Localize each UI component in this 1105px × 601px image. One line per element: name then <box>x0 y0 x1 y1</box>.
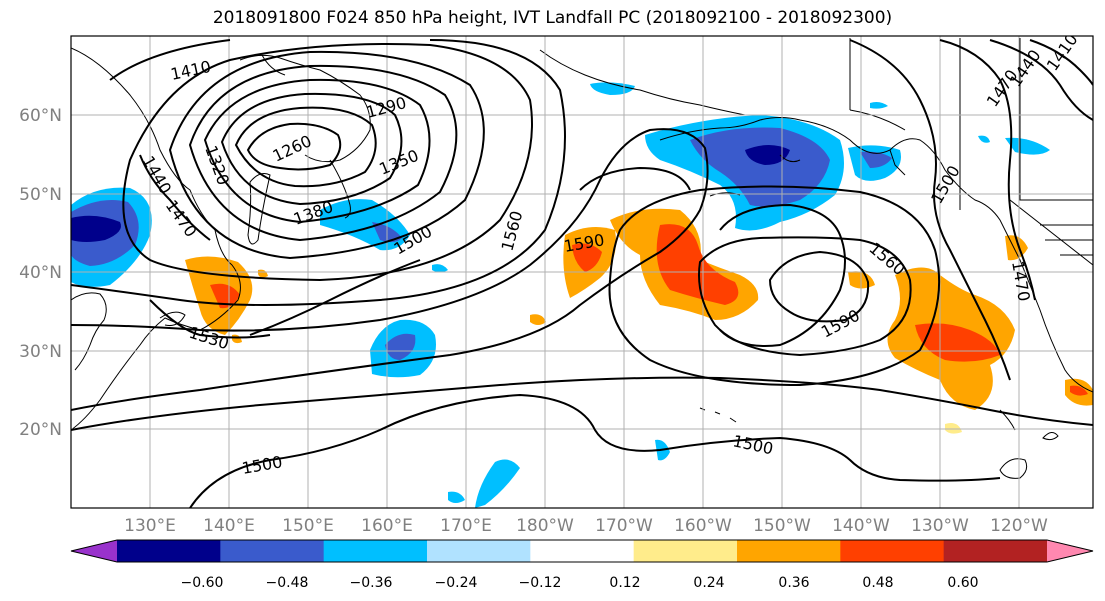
lon-label: 130°W <box>911 516 969 536</box>
lon-label: 120°W <box>990 516 1048 536</box>
lon-label: 140°W <box>832 516 890 536</box>
colorbar-cell <box>943 540 1048 562</box>
lon-label: 170°W <box>595 516 653 536</box>
latitude-labels: 60°N 50°N 40°N 30°N 20°N <box>19 106 62 440</box>
colorbar-tick: 0.12 <box>609 575 640 591</box>
colorbar-tick: −0.24 <box>435 575 478 591</box>
colorbar-right-arrow <box>1047 540 1093 562</box>
height-contours <box>71 39 1093 508</box>
colorbar-cell <box>530 540 635 562</box>
lon-label: 130°E <box>124 516 176 536</box>
colorbar-cell <box>737 540 841 562</box>
lon-label: 180°W <box>516 516 574 536</box>
lon-label: 150°W <box>753 516 811 536</box>
colorbar-cell <box>117 540 221 562</box>
lon-label: 140°E <box>203 516 255 536</box>
colorbar-cell <box>633 540 738 562</box>
colorbar-cell <box>323 540 428 562</box>
colorbar-cell <box>840 540 945 562</box>
lat-label: 40°N <box>19 263 62 283</box>
colorbar-tick: −0.48 <box>266 575 309 591</box>
colorbar-tick: 0.60 <box>947 575 978 591</box>
colorbar-tick: −0.12 <box>519 575 562 591</box>
colorbar-tick: 0.24 <box>693 575 724 591</box>
colorbar-outline <box>70 539 1094 563</box>
longitude-labels: 130°E 140°E 150°E 160°E 170°E 180°W 170°… <box>124 516 1048 536</box>
lat-label: 60°N <box>19 106 62 126</box>
colorbar-cell <box>427 540 531 562</box>
colorbar-tick: 0.36 <box>778 575 809 591</box>
lon-label: 170°E <box>440 516 492 536</box>
map-title: 2018091800 F024 850 hPa height, IVT Land… <box>212 8 893 28</box>
map-frame <box>70 35 1094 509</box>
colorbar-tick: −0.36 <box>350 575 393 591</box>
colorbar-tick: 0.48 <box>862 575 893 591</box>
lon-label: 160°W <box>674 516 732 536</box>
colorbar-left-arrow <box>71 540 117 562</box>
colorbar-cell <box>220 540 325 562</box>
lon-label: 160°E <box>361 516 413 536</box>
lat-label: 30°N <box>19 342 62 362</box>
lon-label: 150°E <box>282 516 334 536</box>
colorbar: −0.60 −0.48 −0.36 −0.24 −0.12 0.12 0.24 … <box>70 539 1094 591</box>
ivt-positive-shading <box>185 208 1093 434</box>
coastlines <box>71 38 1093 479</box>
colorbar-tick: −0.60 <box>181 575 224 591</box>
lat-label: 20°N <box>19 420 62 440</box>
lat-label: 50°N <box>19 185 62 205</box>
